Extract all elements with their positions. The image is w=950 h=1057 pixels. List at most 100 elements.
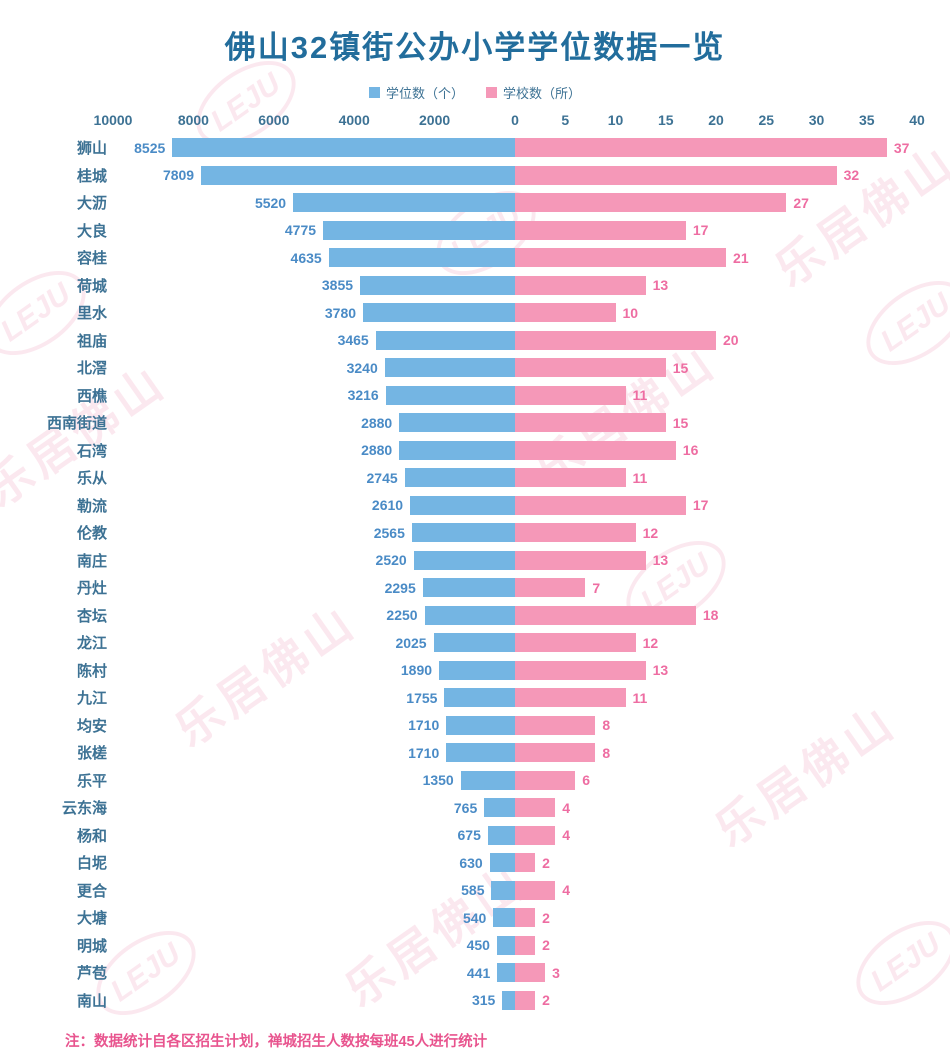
category-label: 更合 xyxy=(76,882,107,900)
seats-zone: 5520 xyxy=(113,193,515,213)
schools-bar xyxy=(515,495,686,515)
schools-zone: 18 xyxy=(515,605,917,625)
seats-bar xyxy=(293,193,515,213)
seats-swatch-icon xyxy=(368,87,380,98)
seats-value-label: 450 xyxy=(466,937,490,954)
seats-value-label: 1710 xyxy=(408,717,440,734)
seats-zone: 315 xyxy=(113,990,515,1010)
seats-bar xyxy=(446,715,515,735)
seats-bar xyxy=(491,880,515,900)
schools-zone: 3 xyxy=(515,963,917,983)
schools-zone: 13 xyxy=(515,275,917,295)
schools-value-label: 27 xyxy=(793,194,809,211)
schools-bar xyxy=(515,165,837,185)
seats-value-label: 1890 xyxy=(400,662,433,679)
axis-tick: 2000 xyxy=(419,112,451,128)
seats-bar xyxy=(404,468,515,488)
seats-value-label: 2295 xyxy=(384,579,416,596)
chart-row: 均安 1710 8 xyxy=(28,712,917,740)
seats-bar xyxy=(439,660,515,680)
category-label: 荷城 xyxy=(76,277,107,295)
legend: 学位数（个） 学校数（所） xyxy=(0,83,950,102)
schools-value-label: 11 xyxy=(632,469,648,486)
seats-value-label: 585 xyxy=(461,882,485,899)
schools-value-label: 13 xyxy=(652,662,669,679)
legend-item-seats: 学位数（个） xyxy=(368,83,464,102)
schools-value-label: 6 xyxy=(582,772,591,789)
schools-value-label: 11 xyxy=(632,689,648,706)
schools-zone: 15 xyxy=(515,358,917,378)
axis-tick: 5 xyxy=(561,112,570,128)
axis-tick: 4000 xyxy=(338,112,370,128)
schools-value-label: 12 xyxy=(642,634,659,651)
seats-bar xyxy=(489,853,515,873)
schools-value-label: 2 xyxy=(542,992,550,1009)
schools-bar xyxy=(515,248,727,268)
schools-zone: 8 xyxy=(515,715,917,735)
chart-row: 勒流 2610 17 xyxy=(28,492,917,520)
schools-zone: 2 xyxy=(515,990,917,1010)
seats-zone: 540 xyxy=(113,908,515,928)
schools-bar xyxy=(515,468,626,488)
seats-bar xyxy=(460,770,515,790)
category-label: 里水 xyxy=(76,305,107,323)
chart-row: 更合 585 4 xyxy=(28,877,917,905)
schools-zone: 11 xyxy=(515,688,917,708)
chart-row: 杨和 675 4 xyxy=(28,822,917,850)
chart-row: 大沥 5520 27 xyxy=(28,189,917,217)
seats-value-label: 2520 xyxy=(375,552,407,569)
schools-zone: 17 xyxy=(515,220,917,240)
schools-value-label: 11 xyxy=(632,387,648,404)
category-label: 石湾 xyxy=(76,442,107,460)
seats-bar xyxy=(493,908,515,928)
schools-value-label: 10 xyxy=(622,304,639,321)
schools-bar xyxy=(515,633,636,653)
schools-bar xyxy=(515,605,696,625)
seats-value-label: 2880 xyxy=(361,414,393,431)
schools-value-label: 17 xyxy=(692,497,709,514)
schools-zone: 16 xyxy=(515,440,917,460)
axis-tick: 25 xyxy=(758,112,775,128)
seats-bar xyxy=(484,798,515,818)
schools-bar xyxy=(515,908,536,928)
schools-value-label: 2 xyxy=(542,909,550,926)
schools-zone: 17 xyxy=(515,495,917,515)
seats-zone: 1350 xyxy=(113,770,515,790)
schools-bar xyxy=(515,220,686,240)
seats-zone: 1710 xyxy=(113,715,515,735)
schools-zone: 10 xyxy=(515,303,917,323)
schools-bar xyxy=(515,330,716,350)
category-label: 白坭 xyxy=(76,855,107,873)
seats-bar xyxy=(375,330,515,350)
schools-zone: 2 xyxy=(515,853,917,873)
axis-tick: 30 xyxy=(808,112,825,128)
seats-bar xyxy=(172,138,515,158)
seats-zone: 2025 xyxy=(113,633,515,653)
schools-zone: 21 xyxy=(515,248,917,268)
schools-bar xyxy=(515,413,666,433)
seats-zone: 1755 xyxy=(113,688,515,708)
category-label: 明城 xyxy=(76,937,107,955)
chart-row: 祖庙 3465 20 xyxy=(28,327,917,355)
seats-zone: 1710 xyxy=(113,743,515,763)
schools-value-label: 20 xyxy=(723,332,739,349)
schools-bar xyxy=(515,550,646,570)
schools-value-label: 32 xyxy=(843,167,860,184)
chart-row: 乐平 1350 6 xyxy=(28,767,917,795)
schools-bar xyxy=(515,275,646,295)
schools-zone: 11 xyxy=(515,468,917,488)
schools-value-label: 4 xyxy=(562,882,570,899)
legend-item-schools: 学校数（所） xyxy=(486,83,581,102)
axis-tick: 20 xyxy=(708,112,724,128)
schools-zone: 4 xyxy=(515,798,917,818)
schools-zone: 2 xyxy=(515,908,917,928)
schools-bar xyxy=(515,193,787,213)
seats-value-label: 2745 xyxy=(366,469,398,486)
seats-zone: 441 xyxy=(113,963,515,983)
chart-row: 石湾 2880 16 xyxy=(28,437,917,465)
category-label: 均安 xyxy=(76,717,107,735)
schools-bar xyxy=(515,798,556,818)
schools-zone: 12 xyxy=(515,633,917,653)
seats-bar xyxy=(424,605,515,625)
